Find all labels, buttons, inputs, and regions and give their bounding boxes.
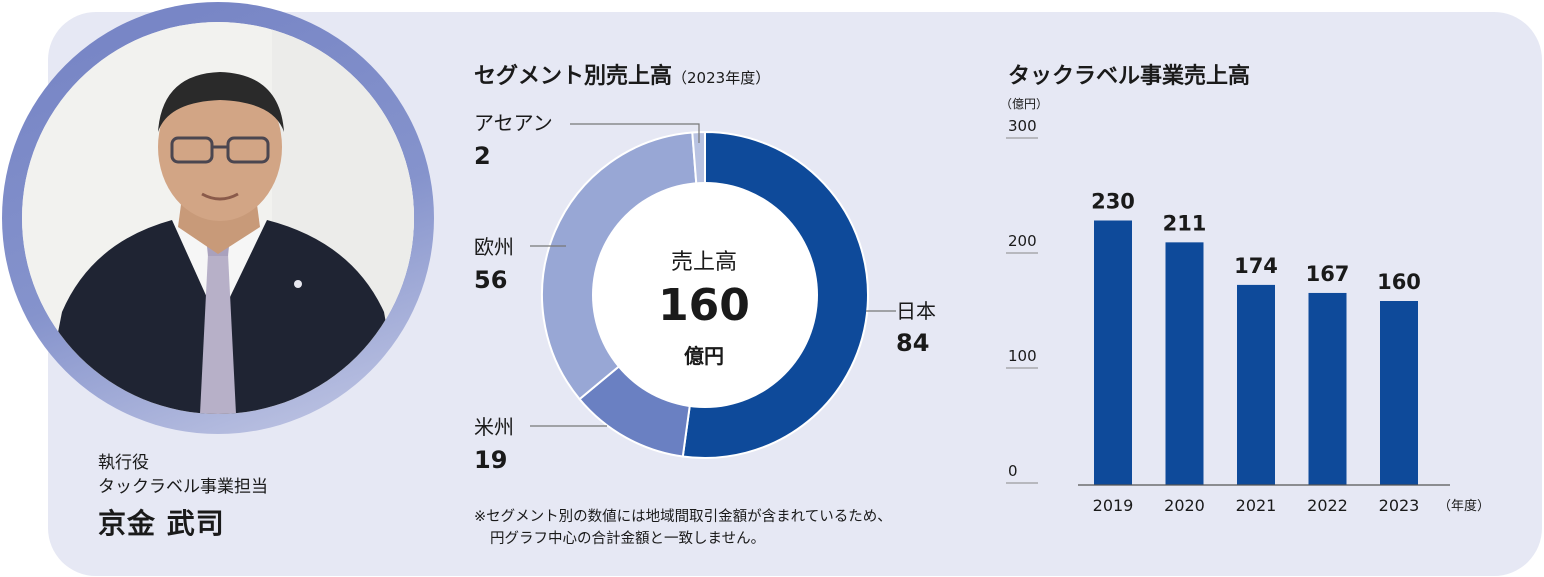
segment-label-europe: 欧州 — [474, 235, 514, 259]
bar-value-label: 230 — [1091, 190, 1135, 214]
bar-value-label: 160 — [1377, 270, 1421, 294]
donut-subtitle: （2023年度） — [672, 69, 771, 87]
bar-2019 — [1094, 220, 1132, 485]
person-role: 執行役 — [98, 453, 149, 473]
footnote-line-2: 円グラフ中心の合計金額と一致しません。 — [490, 531, 766, 547]
y-axis-unit: （億円） — [1000, 97, 1048, 111]
y-tick-label: 0 — [1008, 462, 1018, 480]
bar-2021 — [1237, 284, 1275, 485]
x-axis-unit: （年度） — [1438, 498, 1490, 514]
segment-label-asean: アセアン — [474, 111, 553, 135]
donut-chart — [541, 130, 869, 459]
bar-chart-title: タックラベル事業売上高 — [1008, 64, 1251, 89]
donut-center-unit: 億円 — [684, 344, 724, 368]
donut-chart-title: セグメント別売上高（2023年度） — [474, 58, 770, 90]
donut-title-text: セグメント別売上高 — [474, 64, 673, 89]
bar-2020 — [1165, 242, 1204, 485]
footnote-line-1: ※セグメント別の数値には地域間取引金額が含まれているため、 — [474, 509, 892, 525]
bar-2023 — [1380, 301, 1418, 485]
person-department: タックラベル事業担当 — [98, 477, 268, 497]
x-tick-label: 2019 — [1093, 496, 1134, 515]
portrait-photo — [22, 22, 414, 414]
bar-value-label: 211 — [1163, 211, 1207, 235]
donut-hole — [592, 182, 818, 408]
x-tick-label: 2021 — [1236, 496, 1277, 515]
segment-label-japan: 日本 — [896, 299, 936, 323]
x-tick-label: 2022 — [1307, 496, 1348, 515]
segment-label-americas: 米州 — [474, 415, 514, 439]
segment-value-americas: 19 — [474, 446, 508, 474]
bar-chart: 0 100 200 300 230 2019 211 2020 174 2021 167 2022 1… — [1000, 97, 1490, 515]
bar-2022 — [1308, 292, 1347, 485]
segment-value-asean: 2 — [474, 142, 491, 170]
x-tick-label: 2023 — [1379, 496, 1420, 515]
y-tick-label: 300 — [1008, 117, 1037, 135]
segment-value-europe: 56 — [474, 266, 508, 294]
person-name: 京金 武司 — [98, 507, 225, 540]
bar-value-label: 174 — [1234, 254, 1278, 278]
y-tick-label: 200 — [1008, 232, 1037, 250]
donut-center-label: 売上高 — [670, 250, 737, 275]
bar-value-label: 167 — [1306, 262, 1350, 286]
x-tick-label: 2020 — [1164, 496, 1205, 515]
y-tick-label: 100 — [1008, 347, 1037, 365]
donut-center-value: 160 — [658, 280, 750, 331]
portrait-ring — [2, 2, 434, 434]
segment-value-japan: 84 — [896, 329, 930, 357]
